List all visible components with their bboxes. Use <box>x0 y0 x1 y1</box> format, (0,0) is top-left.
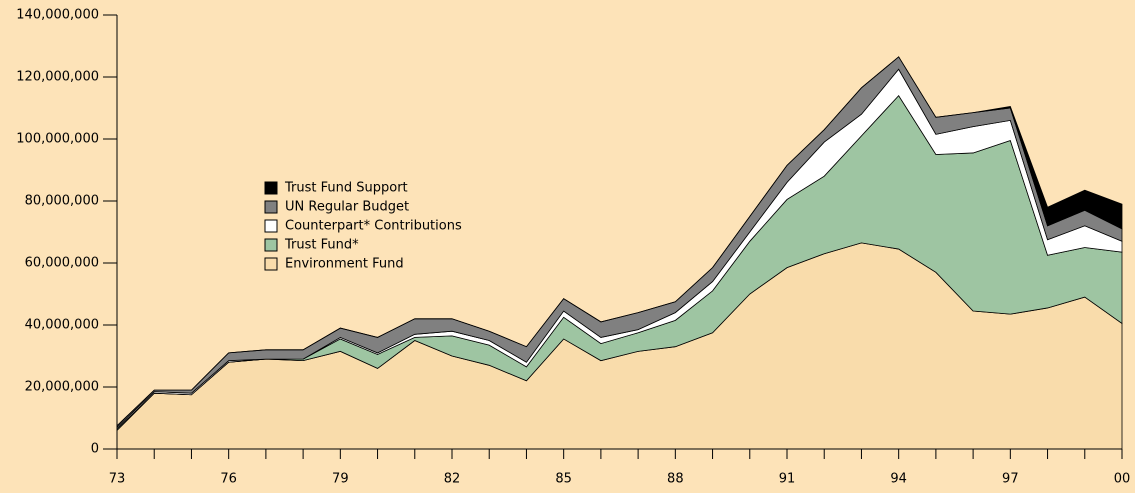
legend-label: Counterpart* Contributions <box>285 219 462 234</box>
x-tick-label: 94 <box>890 472 907 487</box>
x-tick-label: 00 <box>1114 472 1131 487</box>
x-tick-label: 91 <box>779 472 796 487</box>
legend-swatch <box>264 200 278 214</box>
y-tick-label: 40,000,000 <box>25 318 99 333</box>
legend-swatch <box>264 238 278 252</box>
x-tick-label: 76 <box>220 472 237 487</box>
legend-label: Trust Fund* <box>284 238 359 253</box>
x-tick-label: 82 <box>444 472 461 487</box>
legend-label: Trust Fund Support <box>284 181 408 196</box>
legend-label: Environment Fund <box>285 257 404 272</box>
legend-swatch <box>264 219 278 233</box>
y-tick-label: 0 <box>91 442 99 457</box>
y-tick-label: 20,000,000 <box>25 380 99 395</box>
x-tick-label: 73 <box>109 472 126 487</box>
x-tick-label: 85 <box>555 472 572 487</box>
legend-swatch <box>264 181 278 195</box>
y-tick-label: 60,000,000 <box>25 256 99 271</box>
y-tick-label: 140,000,000 <box>16 8 99 23</box>
legend-swatch <box>264 257 278 271</box>
x-tick-label: 97 <box>1002 472 1019 487</box>
y-tick-label: 80,000,000 <box>25 194 99 209</box>
y-tick-label: 100,000,000 <box>16 132 99 147</box>
x-tick-label: 88 <box>667 472 684 487</box>
x-tick-label: 79 <box>332 472 349 487</box>
legend-label: UN Regular Budget <box>285 200 409 215</box>
area <box>116 56 1123 427</box>
y-tick-label: 120,000,000 <box>16 70 99 85</box>
